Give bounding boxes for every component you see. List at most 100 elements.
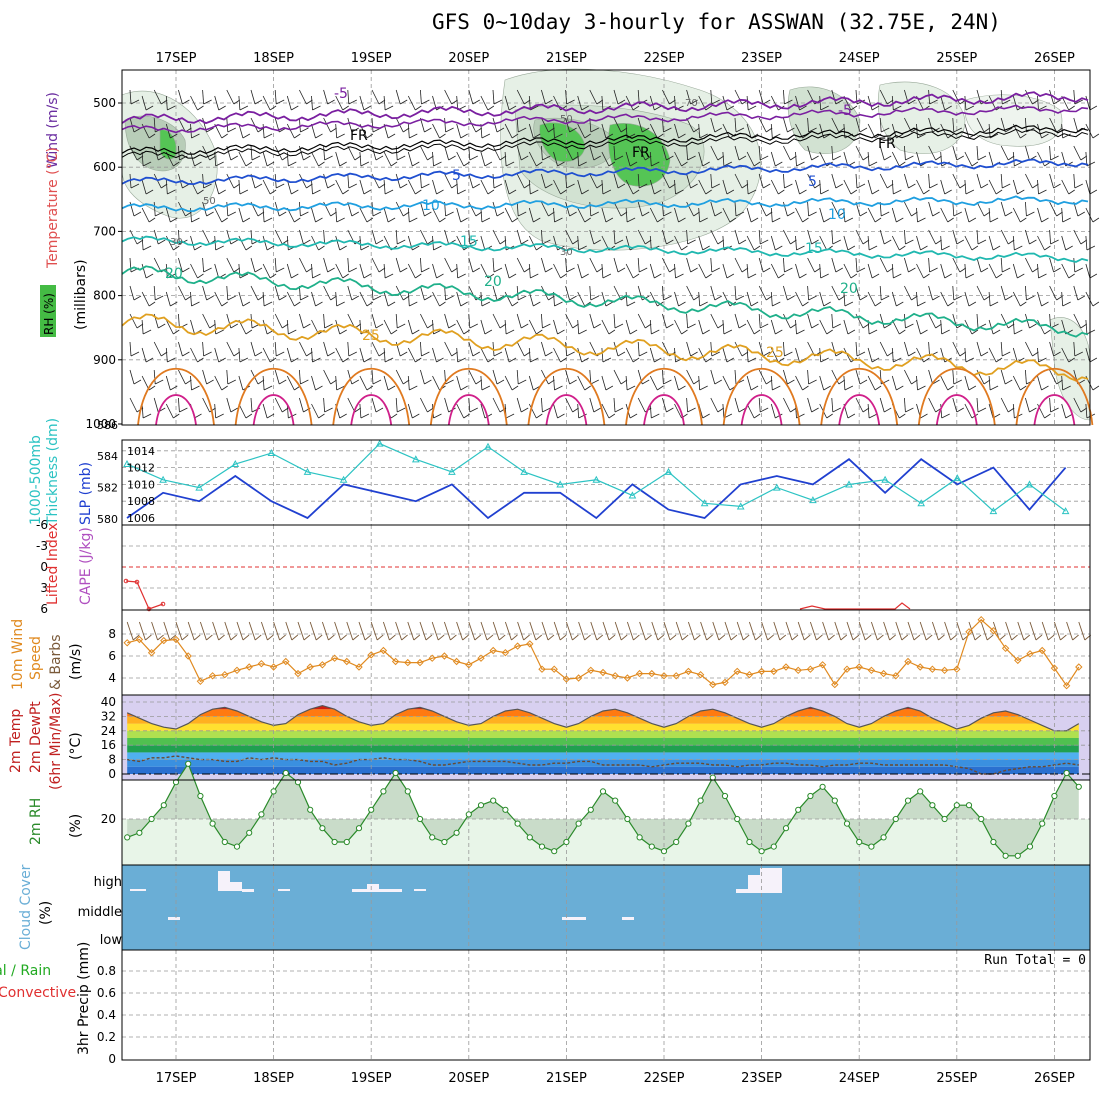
wind-barb-flag <box>366 385 374 391</box>
wind-barb-flag <box>158 239 166 245</box>
wind10m-barb-flag <box>498 634 506 641</box>
wind-barb-flag <box>980 267 989 273</box>
wind-barb <box>335 207 338 223</box>
wind10m-barb-flag <box>303 634 311 641</box>
wind10m-marker <box>355 663 363 671</box>
wind-barb-flag <box>1062 301 1071 307</box>
wind-barb-flag <box>626 133 636 139</box>
wind-barb <box>395 313 398 329</box>
wind-barb-flag <box>279 211 287 217</box>
wind-barb <box>674 123 679 139</box>
wind10m-barb <box>797 621 805 641</box>
wind-barb <box>758 117 767 133</box>
wind-barb <box>165 95 168 111</box>
wind10m-barb <box>578 621 586 641</box>
wind-barb <box>976 201 985 217</box>
wind10m-marker <box>648 669 656 678</box>
wind-barb-flag <box>342 189 349 195</box>
wind-barb <box>625 95 634 111</box>
contour-label-15-b: 15 <box>805 241 823 257</box>
wind-barb-flag <box>1029 323 1037 329</box>
wind-barb-flag <box>363 273 372 279</box>
wind-barb-flag <box>811 407 819 413</box>
wind-barb-flag <box>581 105 589 111</box>
wind10m-marker <box>245 663 253 671</box>
wind10m-barb <box>175 621 183 641</box>
thickness-marker <box>267 449 276 457</box>
thickness-marker <box>375 439 384 447</box>
wind10m-barb <box>273 621 281 641</box>
wind-barb <box>770 123 773 139</box>
wind-barb <box>988 235 994 251</box>
wind-barb <box>674 179 676 195</box>
wind-barb-flag <box>1050 239 1059 245</box>
wind-barb <box>686 229 688 245</box>
wind-barb <box>988 151 994 167</box>
wind-barb <box>637 341 640 357</box>
wind-barb-flag <box>530 189 539 195</box>
li-tick-label: 0 <box>40 560 48 574</box>
wind-barb-flag <box>521 407 529 413</box>
wind-barb-flag <box>499 155 507 161</box>
wind-barb-flag <box>155 379 164 385</box>
rh2m-marker <box>404 788 411 795</box>
wind-barb <box>891 319 900 335</box>
wind-barb-flag <box>306 267 313 273</box>
wind-barb-flag <box>929 183 938 189</box>
wind-barb-flag <box>802 217 809 223</box>
wind-barb <box>359 95 365 111</box>
wind10m-barb-flag <box>669 634 677 641</box>
wind-barb-flag <box>523 267 531 273</box>
wind-barb <box>359 235 362 251</box>
wind-barb <box>879 145 885 161</box>
wind-barb <box>831 201 840 217</box>
wind-barb <box>577 151 580 167</box>
rh2m-marker <box>721 792 729 800</box>
wind-barb-flag <box>787 127 795 133</box>
wind-barb-flag <box>424 127 432 133</box>
wind-barb <box>153 341 162 357</box>
wind-barb <box>553 207 555 223</box>
wind-barb-flag <box>617 99 626 105</box>
wind10m-barb-flag <box>779 634 787 641</box>
wind10m-barb <box>1029 621 1037 641</box>
rh2m-marker <box>343 838 350 846</box>
wind-barb-flag <box>893 357 902 363</box>
wind-barb <box>904 173 909 189</box>
wind-barb <box>831 397 834 413</box>
wind10m-barb-flag <box>193 634 201 641</box>
wind-barb-flag <box>663 379 672 385</box>
wind-barb-flag <box>160 99 168 105</box>
wind-barb <box>504 263 510 279</box>
wind-barb-flag <box>239 357 249 363</box>
thickness-marker <box>1061 507 1070 515</box>
wind-barb <box>589 285 592 301</box>
wind-barb-flag <box>133 211 142 217</box>
temp-band <box>127 738 1079 746</box>
wind-barb-flag <box>654 105 662 111</box>
wind-barb-flag <box>548 295 555 301</box>
wind-barb <box>311 263 313 279</box>
wind-barb-flag <box>303 323 311 329</box>
wind-barb-flag <box>717 155 725 161</box>
lifted-index-marker <box>146 606 152 612</box>
wind-barb <box>577 207 586 223</box>
wind-barb-flag <box>279 379 287 385</box>
wind-barb-flag <box>596 183 604 189</box>
wind-barb-flag <box>578 413 587 419</box>
wind-barb <box>420 89 422 105</box>
wind-barb <box>190 235 195 251</box>
rh2m-marker <box>758 848 765 855</box>
wind-barb-flag <box>935 155 942 161</box>
wind-barb-flag <box>194 161 202 167</box>
contour-30 <box>1015 368 1094 426</box>
wind-barb-flag <box>678 385 686 391</box>
wind-barb <box>1012 179 1018 195</box>
wind-barb <box>262 403 268 419</box>
wind-barb <box>855 173 858 189</box>
wind-barb <box>964 263 967 279</box>
wind10m-barb-flag <box>218 634 225 641</box>
wind-barb-flag <box>375 407 384 413</box>
wind-barb <box>347 117 353 133</box>
wind10m-marker <box>904 657 912 666</box>
